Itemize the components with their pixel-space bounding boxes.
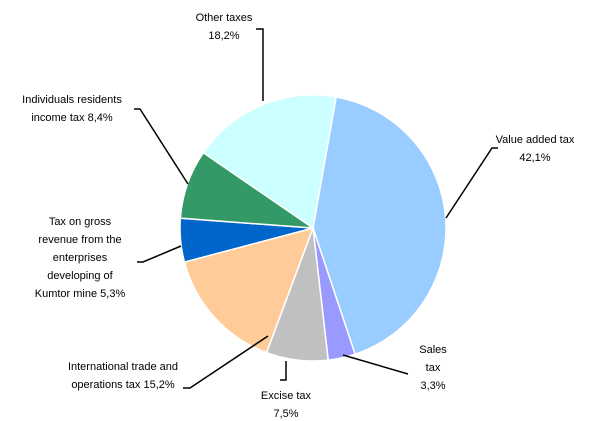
leader-line xyxy=(256,28,264,101)
value-label: 15,2% xyxy=(143,379,175,391)
slice-label: International trade and operations tax 1… xyxy=(63,358,183,394)
category-label: Other taxes xyxy=(195,12,253,24)
slice-label: Value added tax 42,1% xyxy=(485,131,585,167)
leader-line xyxy=(137,245,182,263)
category-label: Value added tax xyxy=(495,134,575,146)
slice-label: Tax on gross revenue from the enterprise… xyxy=(30,213,130,303)
leader-line xyxy=(183,335,269,389)
leader-line xyxy=(280,361,287,381)
leader-line xyxy=(134,108,189,185)
value-label: 18,2% xyxy=(208,30,240,42)
slice-label: Other taxes 18,2% xyxy=(179,9,269,45)
category-label: Sales tax xyxy=(419,344,447,374)
value-label: 7,5% xyxy=(273,408,299,420)
value-label: 3,3% xyxy=(420,380,446,392)
leader-line xyxy=(342,354,409,375)
slice-label: Excise tax 7,5% xyxy=(251,387,321,421)
category-label: Tax on gross revenue from the enterprise… xyxy=(34,216,122,300)
slice-label: Individuals residents income tax 8,4% xyxy=(7,91,137,127)
slice-label: Sales tax 3,3% xyxy=(413,341,453,395)
pie-slice xyxy=(312,96,447,356)
leader-line xyxy=(445,147,498,219)
pie-slice xyxy=(202,94,337,230)
value-label: 5,3% xyxy=(100,288,126,300)
category-label: Excise tax xyxy=(260,390,312,402)
pie-slice xyxy=(183,226,315,354)
value-label: 8,4% xyxy=(87,112,113,124)
category-label: International trade and operations tax xyxy=(67,361,179,391)
category-label: Individuals residents income tax xyxy=(22,94,122,124)
value-label: 42,1% xyxy=(519,152,551,164)
